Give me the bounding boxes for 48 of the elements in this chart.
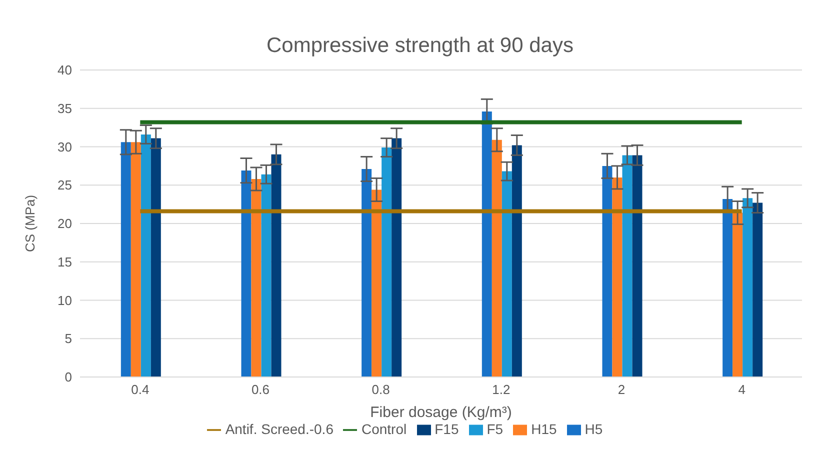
bar — [622, 155, 632, 377]
bar — [261, 174, 272, 377]
legend-label: H15 — [531, 421, 557, 437]
y-tick-label: 30 — [58, 139, 72, 154]
bar — [241, 170, 252, 377]
bar — [271, 154, 282, 377]
bar — [120, 142, 131, 377]
legend-label: H5 — [584, 421, 603, 437]
bar — [512, 145, 522, 377]
y-tick-label: 5 — [64, 331, 72, 346]
y-tick-label: 15 — [58, 254, 72, 270]
y-tick-label: 35 — [58, 100, 72, 116]
bar — [251, 178, 262, 377]
bar — [752, 202, 763, 377]
x-tick-label: 0.4 — [131, 382, 150, 398]
bar — [382, 148, 392, 377]
legend-label: F15 — [434, 421, 459, 437]
bar — [140, 134, 151, 377]
bar — [392, 138, 402, 377]
bar — [130, 142, 141, 377]
x-tick-label: 0.8 — [372, 382, 390, 398]
bar — [372, 190, 382, 377]
y-tick-label: 25 — [58, 178, 72, 193]
bar — [722, 198, 733, 377]
bar — [492, 140, 502, 377]
y-tick-label: 40 — [58, 62, 72, 78]
legend-label: Control — [361, 421, 407, 437]
x-tick-label: 0.6 — [251, 382, 270, 398]
bar — [632, 155, 642, 377]
bar — [742, 198, 753, 377]
legend-label: F5 — [486, 421, 504, 437]
bar — [612, 177, 622, 377]
bar — [602, 166, 612, 377]
chart-title: Compressive strength at 90 days — [266, 34, 574, 58]
x-tick-label: 1.2 — [492, 382, 510, 398]
bar — [732, 212, 743, 377]
x-tick-label: 2 — [618, 382, 626, 398]
bar — [362, 169, 372, 377]
y-tick-label: 10 — [58, 292, 72, 308]
bar — [482, 111, 492, 377]
y-axis-title: CS (MPa) — [22, 194, 38, 252]
y-tick-label: 20 — [58, 216, 72, 232]
y-tick-label: 0 — [64, 370, 72, 385]
legend-label: Antif. Screed.-0.6 — [225, 421, 334, 437]
x-tick-label: 4 — [738, 382, 746, 398]
bar — [150, 138, 161, 377]
x-axis-title: Fiber dosage (Kg/m³) — [370, 404, 512, 421]
bar — [502, 171, 512, 377]
